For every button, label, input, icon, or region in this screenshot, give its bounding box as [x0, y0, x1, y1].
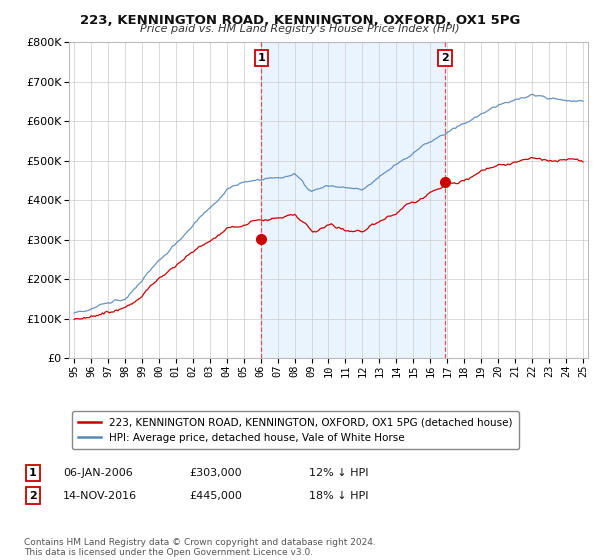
Text: £445,000: £445,000: [189, 491, 242, 501]
Legend: 223, KENNINGTON ROAD, KENNINGTON, OXFORD, OX1 5PG (detached house), HPI: Average: 223, KENNINGTON ROAD, KENNINGTON, OXFORD…: [71, 411, 519, 449]
Text: 12% ↓ HPI: 12% ↓ HPI: [309, 468, 368, 478]
Text: 223, KENNINGTON ROAD, KENNINGTON, OXFORD, OX1 5PG: 223, KENNINGTON ROAD, KENNINGTON, OXFORD…: [80, 14, 520, 27]
Text: £303,000: £303,000: [189, 468, 242, 478]
Text: Contains HM Land Registry data © Crown copyright and database right 2024.
This d: Contains HM Land Registry data © Crown c…: [24, 538, 376, 557]
Text: 06-JAN-2006: 06-JAN-2006: [63, 468, 133, 478]
Text: 1: 1: [29, 468, 37, 478]
Text: 2: 2: [441, 53, 449, 63]
Text: 18% ↓ HPI: 18% ↓ HPI: [309, 491, 368, 501]
Text: Price paid vs. HM Land Registry's House Price Index (HPI): Price paid vs. HM Land Registry's House …: [140, 24, 460, 34]
Text: 14-NOV-2016: 14-NOV-2016: [63, 491, 137, 501]
Bar: [262, 42, 445, 358]
Text: 1: 1: [257, 53, 265, 63]
Text: 2: 2: [29, 491, 37, 501]
